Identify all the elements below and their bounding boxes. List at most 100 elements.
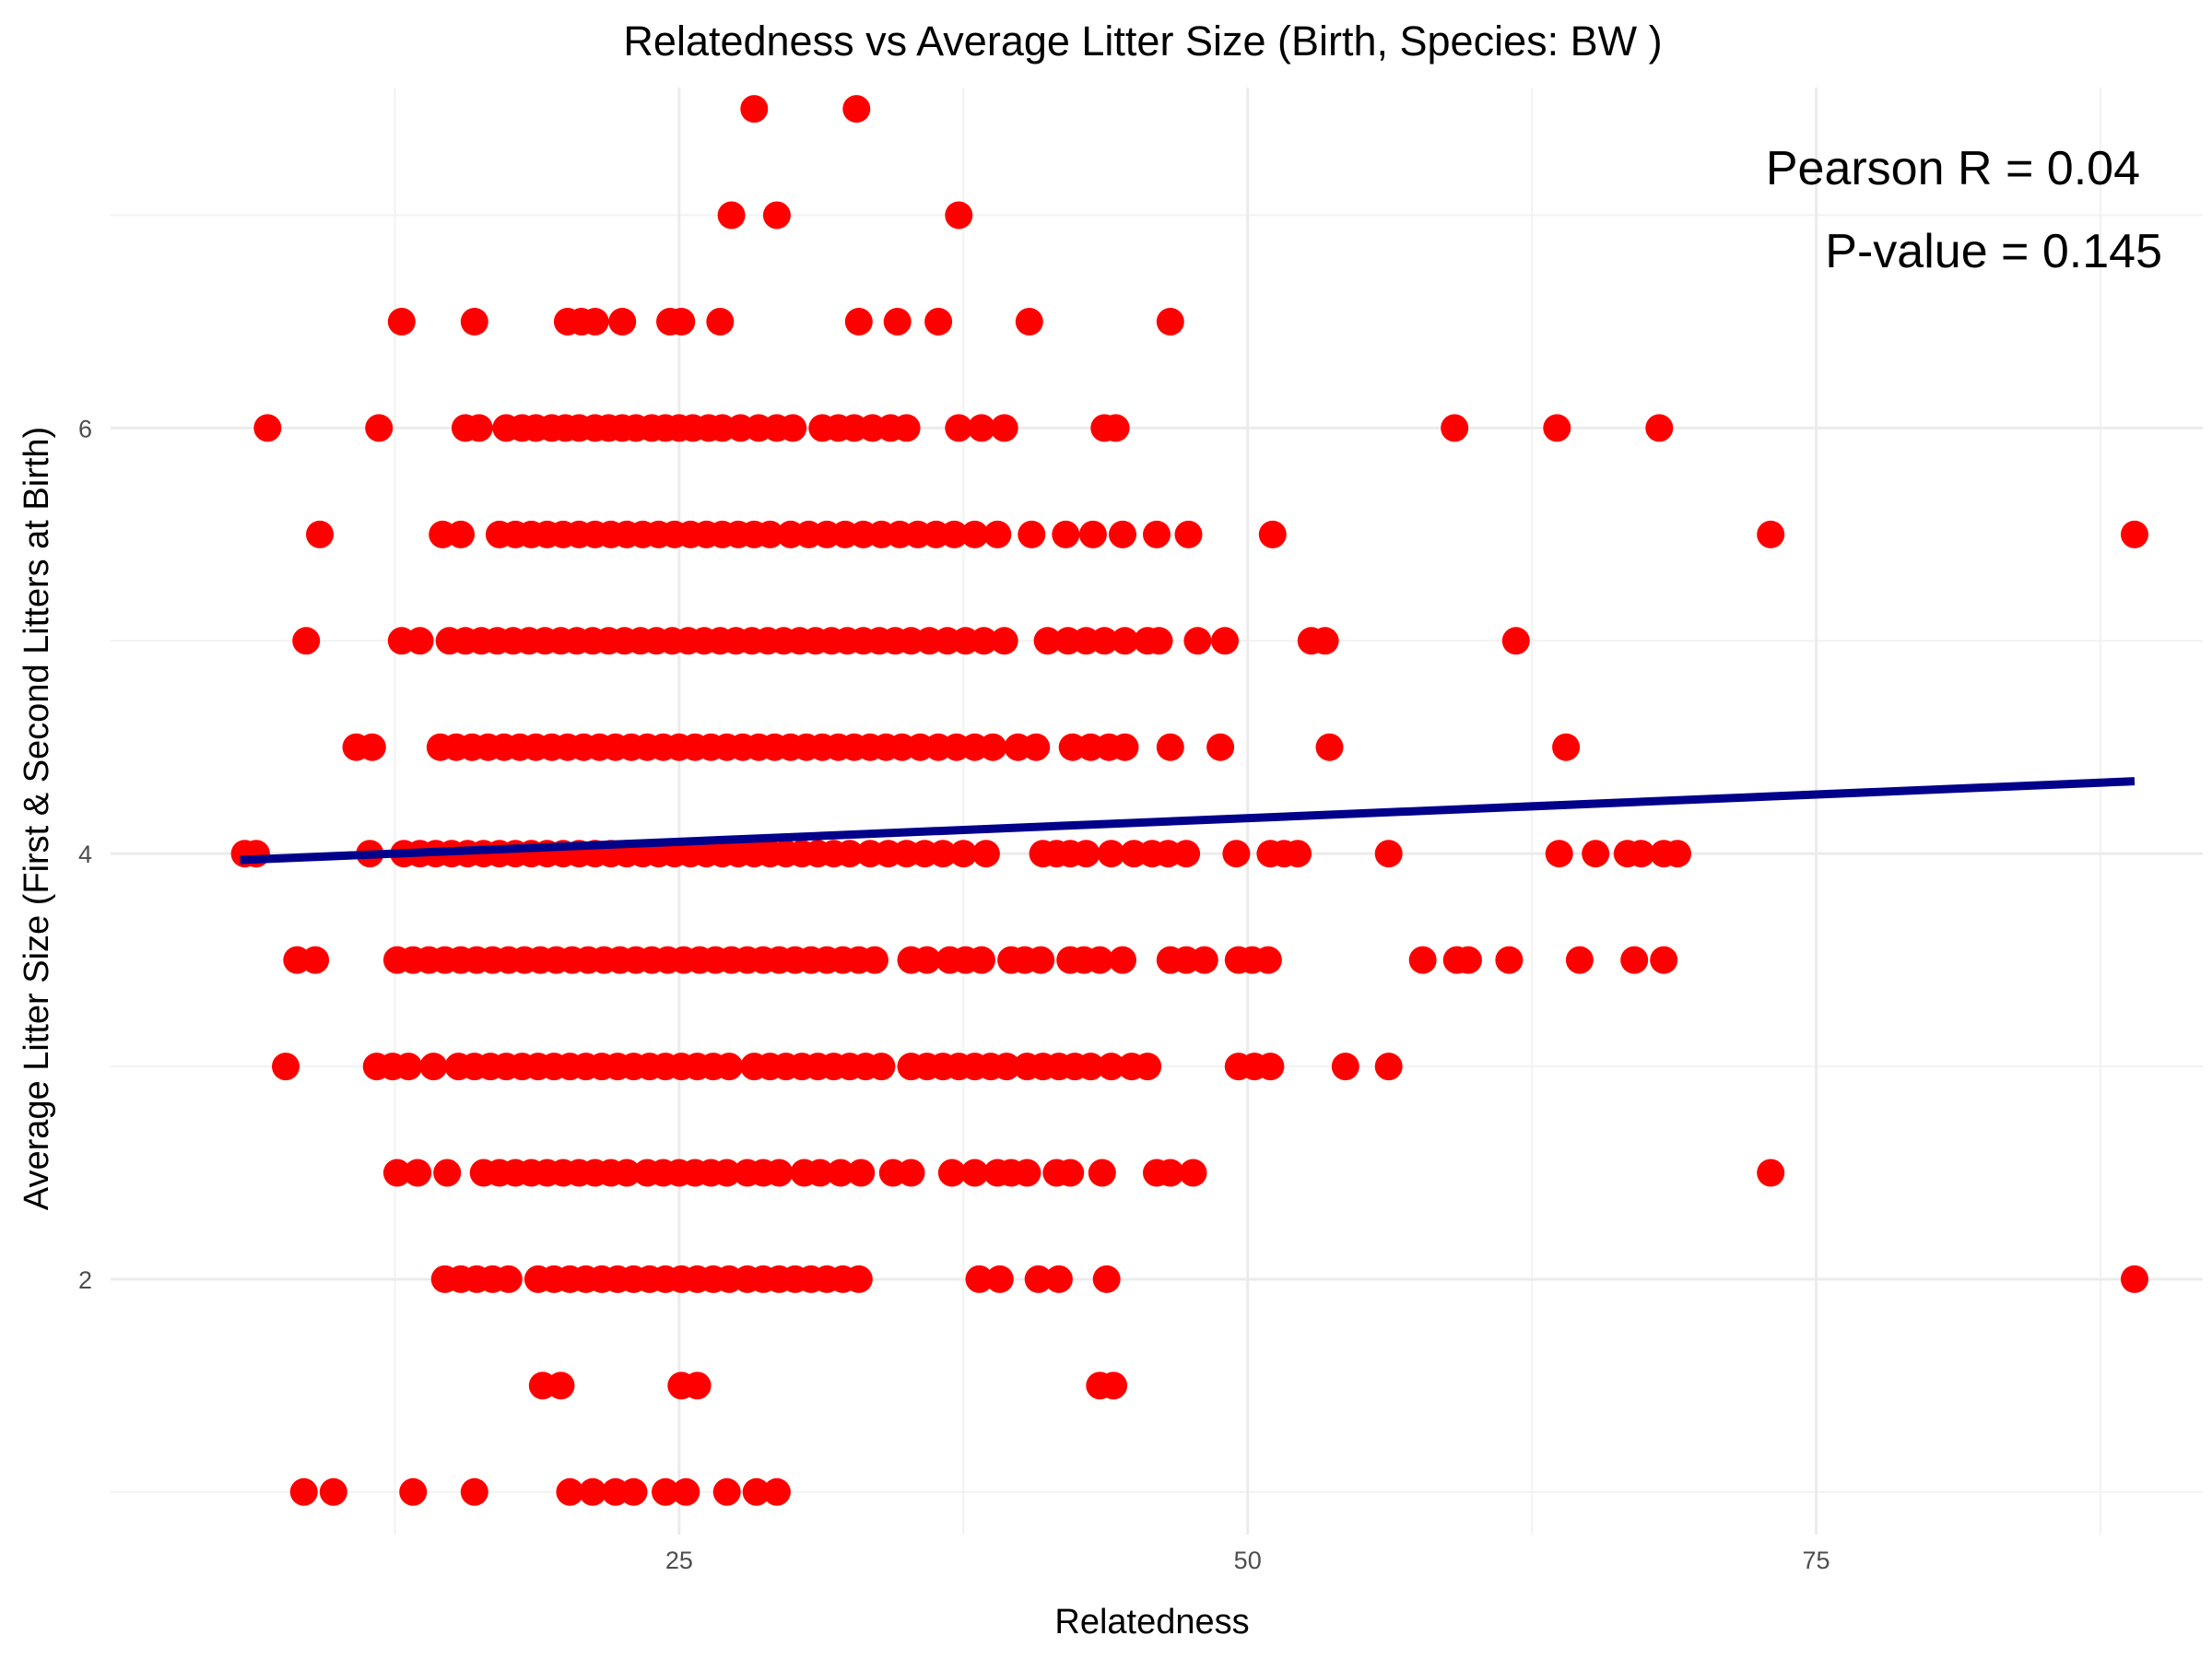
data-points: [230, 95, 2148, 1506]
data-point: [289, 1477, 318, 1506]
data-point: [406, 627, 434, 655]
data-point: [1565, 946, 1594, 974]
data-point: [1222, 840, 1251, 868]
data-point: [960, 1159, 989, 1187]
data-point: [579, 1477, 607, 1506]
data-point: [652, 1477, 679, 1506]
data-point: [301, 946, 330, 974]
data-point: [717, 201, 746, 229]
chart-title: Relatedness vs Average Litter Size (Birt…: [623, 18, 1662, 65]
data-point: [715, 1053, 744, 1081]
data-point: [1077, 1053, 1105, 1081]
data-point: [712, 1159, 741, 1187]
data-point: [712, 1477, 741, 1506]
data-point: [1179, 1159, 1207, 1187]
data-point: [1620, 946, 1649, 974]
data-point: [842, 95, 871, 124]
data-point: [861, 946, 888, 974]
data-point: [1078, 520, 1107, 548]
data-point: [1024, 1265, 1053, 1293]
data-point: [608, 308, 637, 335]
data-point: [1501, 627, 1530, 655]
y-axis-ticks: 2 4 6: [78, 415, 92, 1294]
data-point: [806, 1159, 834, 1187]
y-tick-label: 4: [78, 841, 92, 868]
data-point: [1258, 520, 1287, 548]
data-point: [547, 1371, 575, 1400]
data-point: [937, 1159, 966, 1187]
data-point: [983, 520, 1012, 548]
trend-line-group: [240, 777, 2136, 865]
data-point: [1408, 946, 1437, 974]
data-point: [897, 1159, 925, 1187]
data-point: [1757, 520, 1785, 548]
data-point: [1582, 840, 1610, 868]
data-point: [1033, 627, 1062, 655]
data-point: [1545, 840, 1573, 868]
trend-line: [240, 777, 2136, 865]
data-point: [971, 840, 1000, 868]
data-point: [1052, 520, 1080, 548]
data-point: [1174, 520, 1203, 548]
data-point: [494, 1265, 523, 1293]
data-point: [1331, 1053, 1359, 1081]
data-point: [465, 414, 493, 442]
data-point: [1109, 946, 1136, 974]
data-point: [581, 308, 609, 335]
data-point: [1111, 627, 1139, 655]
data-point: [1145, 627, 1173, 655]
data-point: [394, 1053, 423, 1081]
data-point: [1088, 1159, 1116, 1187]
data-point: [419, 1053, 448, 1081]
data-point: [1022, 733, 1051, 761]
data-point: [1097, 1053, 1125, 1081]
data-point: [970, 627, 998, 655]
data-point: [1111, 733, 1139, 761]
x-tick-label: 75: [1803, 1547, 1830, 1574]
data-point: [1109, 520, 1136, 548]
data-point: [1495, 946, 1524, 974]
data-point: [447, 520, 475, 548]
data-point: [940, 520, 969, 548]
data-point: [1627, 840, 1655, 868]
data-point: [912, 946, 941, 974]
data-point: [990, 627, 1018, 655]
x-tick-label: 25: [665, 1547, 693, 1574]
data-point: [844, 1265, 873, 1293]
data-point: [253, 414, 282, 442]
data-point: [1552, 733, 1581, 761]
data-point: [1056, 1159, 1085, 1187]
data-point: [1441, 414, 1469, 442]
data-point: [1090, 627, 1119, 655]
data-point: [319, 1477, 347, 1506]
x-axis-ticks: 25 50 75: [665, 1547, 1830, 1574]
data-point: [1284, 840, 1312, 868]
data-point: [892, 414, 921, 442]
y-tick-label: 2: [78, 1266, 92, 1294]
data-point: [756, 520, 784, 548]
grid: [111, 88, 2203, 1535]
data-point: [1086, 946, 1114, 974]
data-point: [883, 308, 912, 335]
data-point: [1172, 840, 1201, 868]
data-point: [1374, 1053, 1403, 1081]
data-point: [1543, 414, 1571, 442]
data-point: [387, 308, 416, 335]
data-point: [1211, 627, 1239, 655]
pearson-r-annotation: Pearson R = 0.04: [1766, 142, 2140, 195]
data-point: [993, 1053, 1021, 1081]
data-point: [2121, 1265, 2148, 1293]
data-point: [1027, 946, 1055, 974]
data-point: [556, 1477, 584, 1506]
data-point: [358, 733, 386, 761]
data-point: [619, 1477, 648, 1506]
data-point: [844, 308, 873, 335]
data-point: [399, 1477, 428, 1506]
data-point: [1097, 840, 1125, 868]
data-point: [924, 308, 953, 335]
data-point: [1044, 1265, 1073, 1293]
data-point: [1092, 1265, 1121, 1293]
x-tick-label: 50: [1234, 1547, 1262, 1574]
data-point: [1315, 733, 1344, 761]
data-point: [706, 308, 735, 335]
